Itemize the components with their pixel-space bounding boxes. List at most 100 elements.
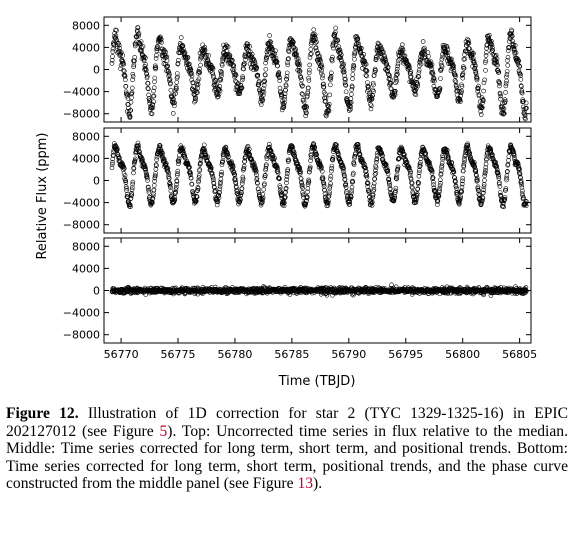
data-point: [332, 32, 338, 37]
data-point: [127, 202, 133, 208]
data-point: [276, 70, 282, 75]
data-point: [371, 187, 377, 192]
caption-ref-figure-13[interactable]: 13: [297, 475, 314, 493]
data-point: [300, 185, 306, 191]
data-point: [135, 140, 141, 146]
data-point: [385, 171, 391, 177]
data-point: [426, 54, 431, 59]
data-points-top: [109, 25, 529, 122]
x-tick-label: 56800: [445, 348, 480, 361]
data-point: [300, 97, 306, 103]
data-point: [252, 58, 257, 63]
data-point: [492, 53, 497, 58]
data-point: [488, 39, 493, 45]
data-point: [145, 85, 151, 91]
data-point: [505, 54, 511, 60]
data-point: [406, 65, 412, 70]
data-point: [496, 69, 502, 75]
data-point: [333, 25, 338, 31]
data-point: [135, 32, 141, 37]
data-point: [281, 203, 287, 209]
data-point: [211, 73, 216, 79]
data-point: [306, 75, 311, 81]
data-point: [130, 77, 135, 83]
data-point: [110, 49, 116, 54]
data-point: [134, 143, 140, 148]
data-point: [217, 184, 223, 189]
data-point: [402, 152, 407, 157]
data-point: [216, 87, 222, 92]
caption-ref-figure-5[interactable]: 5: [159, 422, 168, 440]
data-point: [444, 50, 449, 56]
data-point: [308, 158, 313, 163]
data-point: [500, 203, 505, 209]
data-point: [256, 79, 262, 84]
data-point: [475, 178, 480, 183]
data-point: [273, 48, 278, 54]
data-point: [502, 196, 508, 202]
data-point: [219, 169, 224, 175]
data-point: [174, 71, 180, 76]
data-point: [153, 166, 159, 172]
data-point: [341, 67, 347, 72]
data-point: [197, 66, 202, 72]
data-point: [440, 155, 446, 160]
data-point: [349, 185, 355, 190]
data-point: [239, 186, 245, 191]
data-point: [234, 188, 240, 194]
data-point: [436, 192, 441, 198]
data-point: [291, 153, 297, 158]
data-point: [341, 69, 347, 75]
data-point: [206, 53, 211, 58]
data-point: [374, 54, 379, 59]
data-point: [372, 176, 378, 182]
x-tick-label: 56785: [274, 348, 309, 361]
data-point: [358, 48, 363, 54]
data-point: [233, 73, 239, 78]
data-point: [241, 66, 246, 72]
data-point: [474, 178, 480, 184]
data-point: [363, 61, 369, 67]
data-point: [335, 149, 340, 154]
data-point: [416, 67, 422, 73]
data-point: [481, 187, 486, 193]
x-tick-label: 56780: [217, 348, 252, 361]
data-point: [486, 32, 492, 38]
data-point: [153, 63, 158, 69]
data-point: [153, 56, 159, 61]
data-point: [176, 156, 182, 162]
data-point: [136, 31, 142, 36]
data-point: [350, 172, 356, 178]
data-point: [374, 160, 379, 165]
data-point: [371, 73, 377, 78]
data-point: [501, 106, 507, 112]
data-point: [371, 89, 376, 94]
data-point: [350, 67, 356, 72]
data-point: [393, 88, 398, 94]
data-point: [501, 204, 507, 210]
data-point: [365, 85, 371, 90]
data-point: [488, 148, 494, 153]
data-point: [333, 41, 339, 47]
data-point: [215, 94, 221, 99]
data-point: [313, 151, 319, 157]
data-point: [226, 52, 232, 58]
data-point: [430, 175, 436, 181]
data-point: [465, 36, 470, 42]
data-point: [505, 63, 511, 68]
data-point: [264, 52, 270, 58]
data-point: [321, 85, 327, 90]
data-point: [359, 45, 364, 51]
data-point: [496, 174, 501, 180]
data-point: [474, 76, 480, 81]
data-point: [373, 165, 379, 171]
data-point: [294, 160, 300, 165]
data-point: [241, 166, 247, 171]
caption-text-3: ).: [313, 475, 323, 493]
data-point: [187, 164, 192, 170]
data-point: [219, 172, 224, 177]
data-point: [450, 167, 456, 173]
data-point: [202, 44, 208, 50]
data-point: [506, 45, 512, 50]
data-point: [132, 43, 138, 49]
